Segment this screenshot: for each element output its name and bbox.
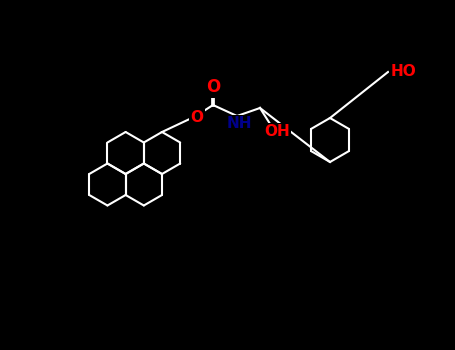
Text: HO: HO: [390, 64, 416, 79]
Text: OH: OH: [264, 125, 290, 140]
Text: O: O: [206, 78, 220, 96]
Text: NH: NH: [226, 117, 252, 132]
Text: O: O: [191, 111, 203, 126]
